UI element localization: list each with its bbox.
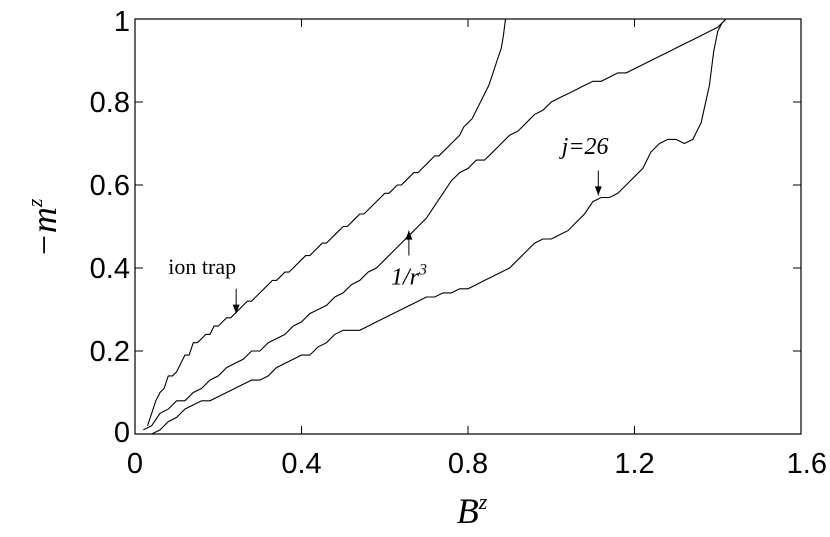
y-tick-label: 1 — [114, 6, 130, 38]
j26-label: j=26 — [559, 134, 609, 160]
inverse-cube-label: 1/r3 — [391, 262, 427, 291]
y-tick-label: 0.6 — [90, 170, 130, 202]
y-tick-label: 0.4 — [90, 253, 130, 285]
x-tick-label: 0.8 — [448, 448, 488, 480]
x-tick-label: 0.4 — [281, 448, 321, 480]
x-axis-label: Bz — [457, 489, 488, 531]
series-group — [143, 18, 801, 435]
y-tick-label: 0 — [114, 417, 130, 449]
inverse-cube-arrow-head — [405, 230, 413, 240]
annotations: ion trap 1/r3 j=26 — [168, 134, 609, 314]
ion-trap-label: ion trap — [168, 254, 236, 279]
x-tick-label: 1.6 — [787, 448, 827, 480]
series-line-1 — [146, 18, 801, 426]
y-tick-label: 0.8 — [90, 87, 130, 119]
x-tick-label: 0 — [127, 448, 143, 480]
x-tick-label: 1.2 — [614, 448, 654, 480]
series-line-2 — [143, 18, 801, 431]
ticks: 0 0.4 0.8 1.2 1.6 0 0.2 0.4 0.6 0.8 1 — [90, 6, 827, 480]
ion-trap-arrow-head — [232, 304, 240, 314]
y-axis-label: −mz — [22, 198, 64, 257]
y-tick-label: 0.2 — [90, 336, 130, 368]
j26-arrow-head — [594, 186, 602, 196]
plot-frame — [134, 18, 802, 435]
series-line-3 — [143, 18, 801, 435]
